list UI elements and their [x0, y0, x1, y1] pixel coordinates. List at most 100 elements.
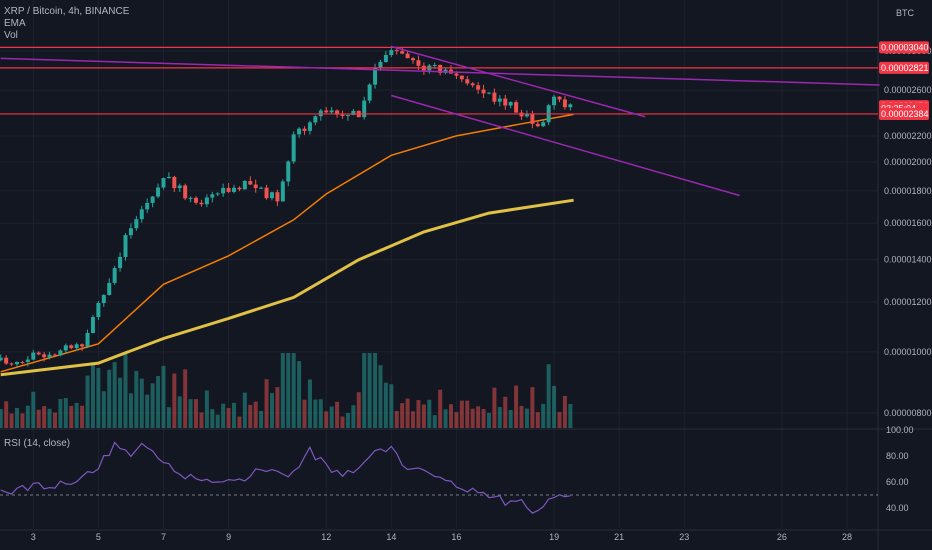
candle-body: [264, 187, 269, 199]
volume-bar: [36, 409, 41, 428]
time-tick-label: 14: [386, 532, 396, 542]
price-tag-label: 0.00002821: [881, 63, 929, 73]
volume-bar: [318, 399, 323, 428]
time-tick-label: 21: [614, 532, 624, 542]
volume-bar: [25, 405, 30, 428]
candle-body: [562, 99, 567, 108]
horizontal-levels[interactable]: [0, 46, 878, 115]
trend-line: [391, 45, 646, 118]
ema-slow-line: [0, 198, 574, 377]
volume-bar: [562, 395, 567, 428]
time-axis[interactable]: 3 5 7 9 12 14 16 19 21 23 26 28: [31, 532, 852, 542]
candle-body: [183, 185, 188, 199]
volume-bar: [275, 387, 280, 428]
candle-body: [52, 354, 57, 356]
candle-body: [161, 178, 166, 188]
candle-body: [4, 357, 9, 364]
volume-bar: [524, 408, 529, 428]
volume-bar: [259, 410, 264, 428]
volume-bar: [226, 408, 231, 428]
volume-bar: [400, 403, 405, 428]
volume-bar: [47, 408, 52, 428]
candle-body: [530, 114, 535, 124]
rsi-legend[interactable]: RSI (14, close): [4, 438, 71, 449]
volume-bar: [405, 398, 410, 428]
candle-body: [177, 185, 182, 189]
volume-bar: [107, 369, 112, 428]
candle-body: [351, 110, 356, 116]
candle-body: [411, 58, 416, 61]
price-tags: 0.000030400.000028210.0000245303:25:040.…: [879, 41, 929, 120]
candle-body: [508, 102, 513, 106]
volume-bar: [128, 393, 133, 428]
candle-body: [194, 197, 199, 203]
candle-body: [340, 114, 345, 116]
volume-bar: [134, 370, 139, 428]
volume-bar: [492, 387, 497, 428]
price-tag-label: 0.00003040: [881, 42, 929, 52]
candle-body: [215, 193, 220, 195]
candle-body: [492, 92, 497, 102]
volume-bar: [508, 410, 513, 428]
volume-bars: [0, 353, 573, 428]
time-tick-label: 3: [31, 532, 36, 542]
candle-body: [242, 181, 247, 190]
volume-bar: [90, 364, 95, 428]
volume-bar: [503, 396, 508, 428]
candle-body: [367, 84, 372, 101]
volume-bar: [519, 405, 524, 428]
candle-body: [237, 187, 242, 190]
volume-bar: [0, 409, 3, 428]
volume-bar: [199, 412, 204, 428]
volume-bar: [139, 378, 144, 428]
volume-bar: [210, 409, 215, 428]
candle-body: [85, 332, 90, 347]
symbol-title[interactable]: XRP / Bitcoin, 4h, BINANCE: [4, 6, 130, 17]
candle-body: [204, 197, 209, 205]
volume-bar: [557, 412, 562, 428]
candle-body: [552, 96, 557, 106]
candle-body: [286, 161, 291, 182]
candle-body: [31, 352, 36, 360]
rsi-line: [0, 441, 571, 514]
volume-bar: [80, 405, 85, 428]
candle-body: [74, 344, 79, 349]
candle-body: [432, 64, 437, 66]
candle-body: [503, 98, 508, 106]
candle-body: [118, 256, 123, 269]
ema-legend[interactable]: EMA: [4, 18, 26, 29]
volume-bar: [9, 413, 14, 428]
time-tick-label: 7: [161, 532, 166, 542]
candle-body: [47, 354, 52, 358]
volume-bar: [248, 404, 253, 428]
price-tick-label: 0.00001200: [884, 297, 932, 307]
time-tick-label: 16: [451, 532, 461, 542]
volume-bar: [476, 406, 481, 428]
candle-body: [172, 176, 177, 189]
volume-bar: [568, 404, 573, 428]
candle-body: [232, 187, 236, 192]
vol-legend[interactable]: Vol: [4, 30, 18, 41]
volume-bar: [269, 393, 274, 428]
time-tick-label: 26: [777, 532, 787, 542]
price-tick-label: 0.00002200: [884, 131, 932, 141]
volume-bar: [264, 379, 269, 428]
price-tick-label: 0.00000800: [884, 408, 932, 418]
trend-lines[interactable]: [0, 45, 880, 197]
time-tick-label: 12: [321, 532, 331, 542]
candle-body: [58, 350, 63, 356]
volume-bar: [31, 391, 36, 428]
volume-bar: [15, 407, 19, 428]
volume-bar: [101, 391, 106, 428]
volume-bar: [432, 415, 437, 428]
candle-body: [389, 50, 394, 56]
price-tick-label: 0.00002000: [884, 157, 932, 167]
volume-bar: [215, 414, 220, 428]
candle-body: [307, 122, 312, 131]
volume-bar: [411, 411, 416, 428]
candle-body: [459, 75, 464, 80]
volume-bar: [253, 401, 258, 428]
rsi-tick-label: 80.00: [886, 451, 909, 461]
volume-bar: [470, 408, 475, 428]
